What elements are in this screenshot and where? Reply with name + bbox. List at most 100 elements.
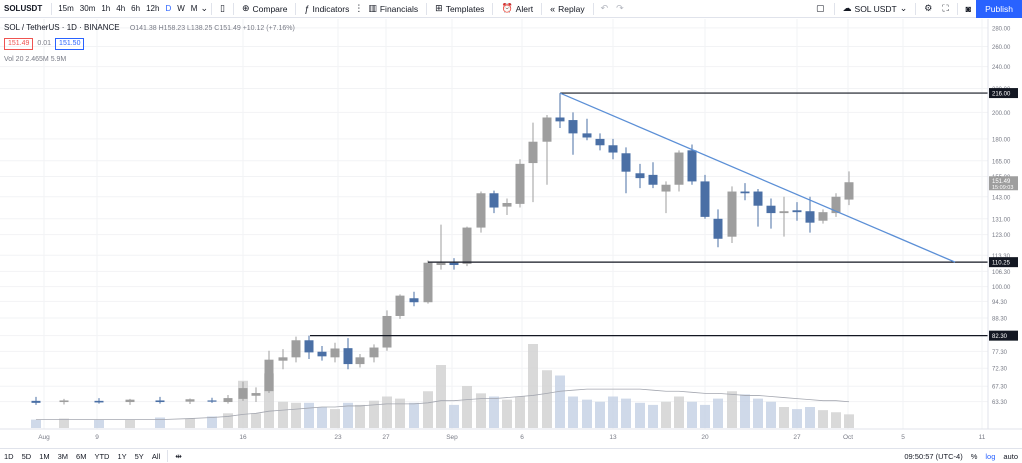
candle-body[interactable] [59, 400, 69, 403]
sell-price-button[interactable]: 151.49 [4, 38, 34, 50]
candle-body[interactable] [476, 193, 486, 228]
candle-body[interactable] [582, 133, 592, 138]
symbol-search[interactable]: SOLUSDT [4, 4, 43, 13]
candle-body[interactable] [409, 298, 419, 303]
indicators-menu-icon[interactable]: ⋮ [354, 3, 364, 13]
candle-body[interactable] [31, 400, 41, 403]
candle-body[interactable] [635, 173, 645, 179]
candlesticks[interactable] [31, 93, 854, 405]
candle-body[interactable] [382, 315, 392, 348]
templates-button[interactable]: ⊞ Templates [430, 3, 489, 14]
candle-body[interactable] [502, 202, 512, 207]
candle-body[interactable] [436, 262, 446, 266]
candle-body[interactable] [648, 174, 658, 185]
candle-body[interactable] [330, 348, 340, 358]
candle-body[interactable] [238, 388, 248, 399]
candle-body[interactable] [264, 359, 274, 392]
drawings[interactable] [310, 92, 988, 337]
candle-body[interactable] [317, 351, 327, 357]
interval-12h[interactable]: 12h [146, 4, 160, 13]
candle-body[interactable] [462, 227, 472, 264]
candle-body[interactable] [449, 262, 459, 266]
bar-style-button[interactable]: ▯ [215, 3, 230, 14]
interval-d[interactable]: D [165, 4, 172, 13]
buy-price-button[interactable]: 151.50 [55, 38, 85, 50]
candle-body[interactable] [568, 120, 578, 134]
range-all[interactable]: All [151, 451, 161, 461]
candle-body[interactable] [207, 400, 217, 402]
candle-body[interactable] [278, 357, 288, 361]
candle-body[interactable] [805, 211, 815, 223]
interval-4h[interactable]: 4h [116, 4, 126, 13]
candle-body[interactable] [155, 400, 165, 403]
camera-icon[interactable]: ◙ [965, 3, 972, 14]
candle-body[interactable] [779, 211, 789, 214]
date-range-icon[interactable]: ⇹ [175, 451, 182, 461]
clock-time[interactable]: 09:50:57 (UTC-4) [904, 451, 963, 461]
range-ytd[interactable]: YTD [94, 451, 110, 461]
replay-button[interactable]: «Replay [545, 4, 589, 14]
candle-body[interactable] [304, 340, 314, 353]
time-axis[interactable]: Aug 9 16 23 27 Sep 6 13 20 27 Oct 5 11 [0, 428, 1022, 448]
candle-body[interactable] [528, 141, 538, 164]
candle-body[interactable] [831, 196, 841, 214]
range-5d[interactable]: 5D [21, 451, 32, 461]
interval-6h[interactable]: 6h [131, 4, 141, 13]
candle-body[interactable] [94, 400, 104, 403]
volume-legend[interactable]: Vol 20 2.465M 5.9M [4, 56, 67, 63]
candle-body[interactable] [727, 191, 737, 237]
candle-body[interactable] [489, 193, 499, 208]
candle-body[interactable] [251, 393, 261, 396]
interval-15m[interactable]: 15m [58, 4, 74, 13]
candle-body[interactable] [355, 357, 365, 365]
candle-body[interactable] [555, 117, 565, 122]
range-1d[interactable]: 1D [4, 451, 14, 461]
candle-body[interactable] [125, 399, 135, 403]
candle-body[interactable] [740, 191, 750, 194]
candle-body[interactable] [185, 399, 195, 402]
candle-body[interactable] [621, 153, 631, 172]
candle-body[interactable] [844, 182, 854, 200]
candle-body[interactable] [753, 191, 763, 206]
candle-body[interactable] [423, 262, 433, 303]
chevron-down-icon[interactable]: ⌄ [200, 3, 208, 13]
candle-body[interactable] [608, 145, 618, 153]
candle-body[interactable] [674, 152, 684, 185]
interval-m[interactable]: M [190, 4, 198, 13]
candle-body[interactable] [792, 210, 802, 213]
financials-button[interactable]: ▥ Financials [363, 3, 423, 14]
percent-toggle[interactable]: % [970, 451, 978, 461]
publish-button[interactable]: Publish [976, 0, 1022, 18]
auto-toggle[interactable]: auto [1003, 451, 1018, 461]
candle-body[interactable] [818, 212, 828, 221]
indicators-button[interactable]: ƒ Indicators [299, 4, 354, 14]
range-1m[interactable]: 1M [39, 451, 50, 461]
series-title[interactable]: SOL / TetherUS · 1D · BINANCE [4, 23, 120, 32]
interval-1h[interactable]: 1h [101, 4, 111, 13]
price-axis[interactable]: 63.30 67.30 72.30 77.30 82.30 88.30 94.30 100.0… [987, 19, 1022, 429]
range-5y[interactable]: 5Y [134, 451, 144, 461]
gear-icon[interactable]: ⚙ [924, 3, 933, 13]
candle-body[interactable] [595, 138, 605, 146]
range-1y[interactable]: 1Y [117, 451, 127, 461]
redo-icon[interactable]: ↷ [616, 3, 624, 13]
compare-button[interactable]: ⊕ Compare [237, 3, 293, 14]
candle-body[interactable] [700, 181, 710, 217]
interval-30m[interactable]: 30m [79, 4, 96, 13]
interval-w[interactable]: W [177, 4, 185, 13]
candle-body[interactable] [687, 150, 697, 182]
range-3m[interactable]: 3M [57, 451, 69, 461]
candle-body[interactable] [542, 117, 552, 142]
undo-icon[interactable]: ↶ [600, 3, 609, 13]
range-6m[interactable]: 6M [76, 451, 87, 461]
candle-body[interactable] [291, 340, 301, 358]
trend-line[interactable] [559, 92, 956, 263]
candle-body[interactable] [515, 163, 525, 204]
candle-body[interactable] [395, 295, 405, 316]
fullscreen-icon[interactable]: ⛶ [942, 3, 949, 13]
candle-body[interactable] [369, 347, 379, 358]
candle-body[interactable] [343, 348, 353, 365]
layout-name-button[interactable]: ☁ SOL USDT ⌄ [838, 3, 913, 14]
candle-body[interactable] [223, 398, 233, 403]
